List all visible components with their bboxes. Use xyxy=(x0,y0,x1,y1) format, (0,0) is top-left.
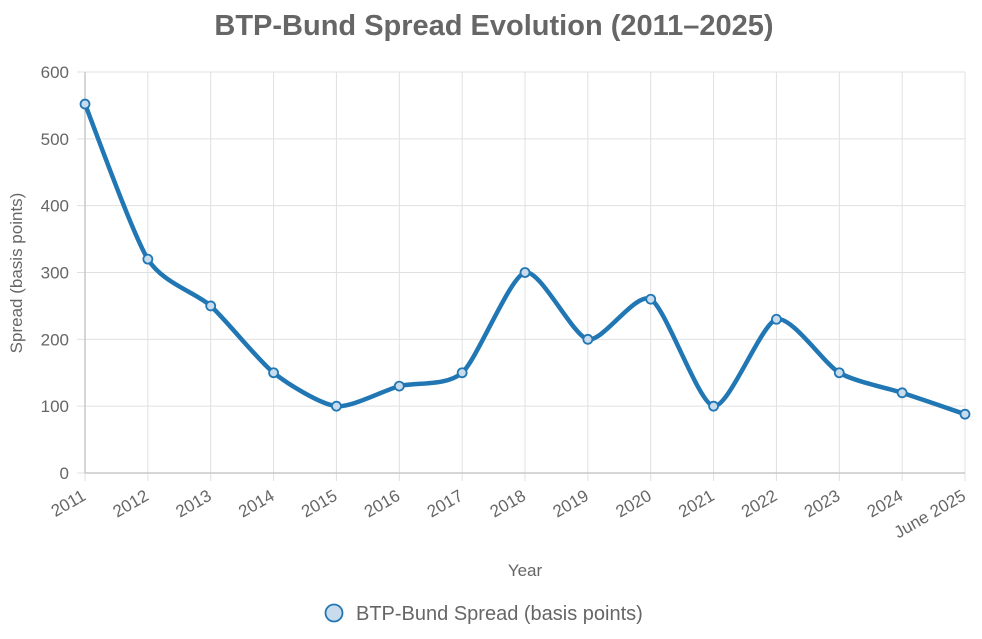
data-point[interactable] xyxy=(519,267,531,278)
data-point[interactable] xyxy=(79,98,91,110)
x-tick-label: 2022 xyxy=(738,486,780,521)
data-point[interactable] xyxy=(959,408,971,420)
data-point[interactable] xyxy=(582,333,594,345)
x-tick-label: 2012 xyxy=(110,486,152,521)
x-tick-label: 2015 xyxy=(298,486,340,521)
x-tick-label: 2020 xyxy=(612,486,654,521)
data-point[interactable] xyxy=(205,300,217,312)
legend-swatch xyxy=(324,603,344,623)
data-point[interactable] xyxy=(142,253,154,265)
x-tick-label: 2024 xyxy=(864,486,906,521)
y-tick-labels: 0 100 200 300 400 500 600 xyxy=(41,63,69,483)
x-axis-title: Year xyxy=(508,561,543,580)
data-point[interactable] xyxy=(771,313,782,325)
y-tick-label: 100 xyxy=(41,397,69,416)
chart-title: BTP-Bund Spread Evolution (2011–2025) xyxy=(214,10,773,42)
x-tick-label: 2019 xyxy=(550,486,592,521)
data-point[interactable] xyxy=(708,400,719,412)
x-tick-label: June 2025 xyxy=(891,486,969,542)
data-point[interactable] xyxy=(896,387,908,399)
x-tick-label: 2021 xyxy=(675,486,717,521)
data-point[interactable] xyxy=(645,293,657,305)
data-point[interactable] xyxy=(833,367,845,379)
data-point[interactable] xyxy=(268,367,279,379)
y-tick-label: 400 xyxy=(41,197,69,216)
x-tick-label: 2013 xyxy=(172,486,214,521)
series xyxy=(79,98,971,420)
y-axis-title: Spread (basis points) xyxy=(7,193,26,354)
x-tick-label: 2011 xyxy=(48,486,89,521)
y-tick-label: 200 xyxy=(41,330,69,349)
x-tick-label: 2016 xyxy=(361,486,403,521)
data-point[interactable] xyxy=(331,400,342,412)
y-tick-label: 600 xyxy=(41,63,69,82)
x-tick-label: 2023 xyxy=(801,486,843,521)
x-tick-labels: 2011 2012 2013 2014 2015 2016 2017 2018 2019 2020… xyxy=(48,486,969,542)
x-tick-label: 2014 xyxy=(235,486,277,521)
legend[interactable]: BTP-Bund Spread (basis points) xyxy=(324,603,643,625)
axes xyxy=(84,72,965,474)
x-tick-label: 2018 xyxy=(487,486,529,521)
data-point[interactable] xyxy=(456,367,468,379)
x-tick-label: 2017 xyxy=(424,486,466,521)
y-tick-label: 300 xyxy=(41,264,69,283)
y-tick-label: 0 xyxy=(60,464,69,483)
y-tick-label: 500 xyxy=(41,130,69,149)
data-point[interactable] xyxy=(393,380,405,392)
legend-label: BTP-Bund Spread (basis points) xyxy=(356,603,643,625)
